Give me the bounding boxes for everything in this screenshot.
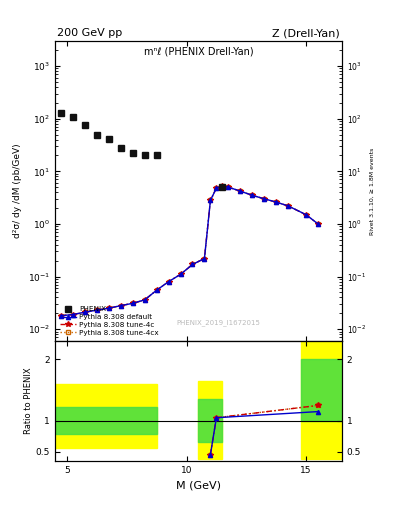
Bar <box>301 359 342 421</box>
Text: 200 GeV pp: 200 GeV pp <box>57 28 122 38</box>
Bar <box>198 399 222 442</box>
X-axis label: M (GeV): M (GeV) <box>176 480 221 490</box>
Y-axis label: Ratio to PHENIX: Ratio to PHENIX <box>24 368 33 434</box>
Legend: PHENIX, Pythia 8.308 default, Pythia 8.308 tune-4c, Pythia 8.308 tune-4cx: PHENIX, Pythia 8.308 default, Pythia 8.3… <box>59 305 160 337</box>
Bar <box>301 341 342 459</box>
Text: Z (Drell-Yan): Z (Drell-Yan) <box>272 28 340 38</box>
Text: PHENIX_2019_I1672015: PHENIX_2019_I1672015 <box>176 319 261 326</box>
Y-axis label: d²σ/ dy /dM (pb/GeV): d²σ/ dy /dM (pb/GeV) <box>13 143 22 238</box>
Bar <box>55 407 157 434</box>
Y-axis label: Rivet 3.1.10, ≥ 1.8M events: Rivet 3.1.10, ≥ 1.8M events <box>370 147 375 234</box>
Bar <box>55 384 157 449</box>
Bar <box>198 381 222 459</box>
Text: mⁿℓ (PHENIX Drell-Yan): mⁿℓ (PHENIX Drell-Yan) <box>144 47 253 57</box>
